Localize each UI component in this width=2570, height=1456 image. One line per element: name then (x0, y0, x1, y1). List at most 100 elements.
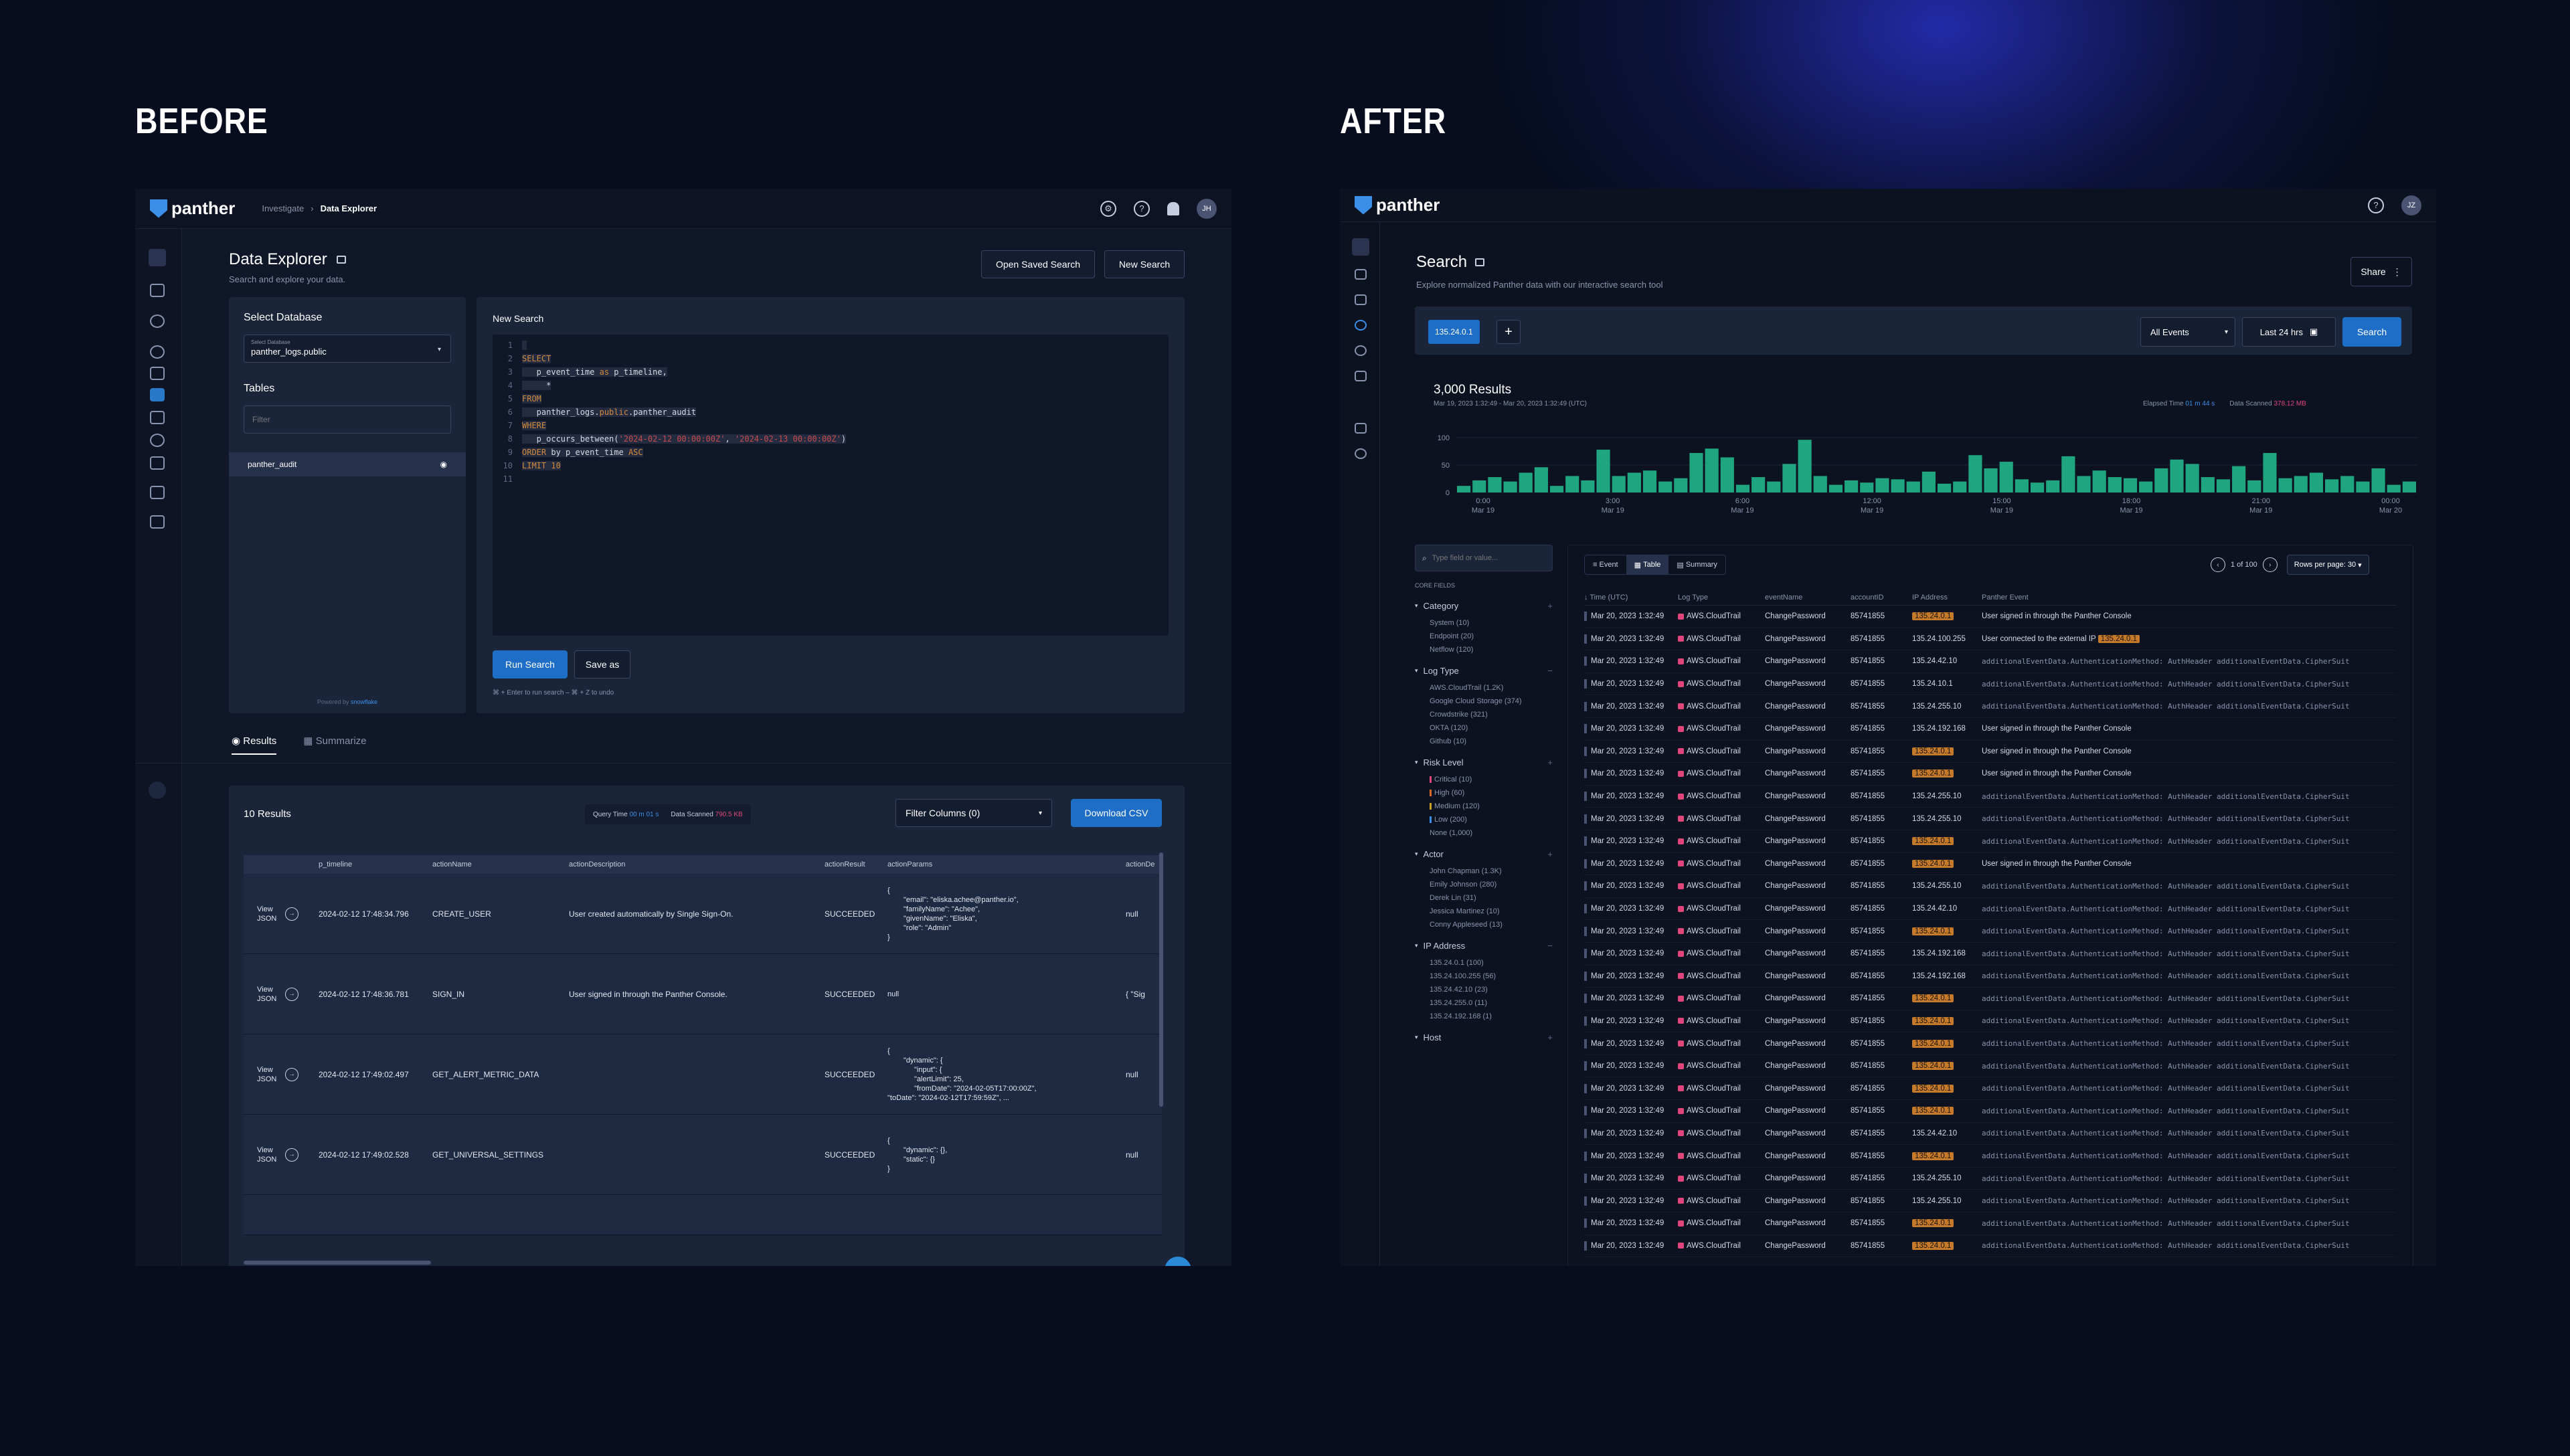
column-header[interactable]: accountID (1851, 593, 1884, 602)
histogram-bar[interactable] (2108, 477, 2122, 492)
histogram-bar[interactable] (2170, 459, 2184, 492)
facet-item[interactable]: Medium (120) (1430, 802, 1553, 810)
histogram-bar[interactable] (1828, 484, 1843, 492)
histogram-bar[interactable] (1472, 480, 1486, 492)
histogram-bar[interactable] (1720, 457, 1734, 492)
histogram-bar[interactable] (2046, 480, 2060, 492)
tab-summarize[interactable]: ▦ Summarize (303, 735, 367, 747)
column-header[interactable]: Panther Event (1982, 593, 2029, 602)
tab-summary[interactable]: ▤ Summary (1677, 561, 1717, 569)
view-json-button[interactable]: View JSON → (244, 985, 319, 1004)
info-icon[interactable] (1475, 258, 1485, 266)
collapse-icon[interactable] (149, 249, 166, 266)
histogram-bar[interactable] (2092, 470, 2106, 492)
table-row[interactable]: Mar 20, 2023 1:32:49 AWS.CloudTrail Change… (1584, 1235, 2397, 1258)
view-json-button[interactable]: View JSON → (244, 905, 319, 923)
metrics-icon[interactable] (1355, 423, 1367, 434)
open-saved-search-button[interactable]: Open Saved Search (981, 250, 1095, 278)
download-csv-button[interactable]: Download CSV (1071, 799, 1162, 827)
histogram-bar[interactable] (1984, 468, 1998, 492)
table-row[interactable]: Mar 20, 2023 1:32:49 AWS.CloudTrail Change… (1584, 1190, 2397, 1213)
vertical-scrollbar[interactable] (1159, 852, 1163, 1107)
histogram-bar[interactable] (2309, 472, 2324, 492)
tab-table[interactable]: ▦ Table (1626, 555, 1669, 574)
tab-results[interactable]: ◉ Results (232, 735, 277, 755)
facet-header[interactable]: ▾ Host + (1415, 1032, 1553, 1042)
table-row[interactable]: View JSON → 2024-02-12 17:49:02.497 GET_ALE… (244, 1034, 1162, 1115)
history-icon[interactable] (150, 434, 165, 447)
histogram-bar[interactable] (1798, 440, 1812, 492)
facet-item[interactable]: Crowdstrike (321) (1430, 711, 1488, 719)
column-header[interactable]: eventName (1765, 593, 1803, 602)
facet-header[interactable]: ▾ Log Type − (1415, 666, 1553, 676)
list-icon[interactable] (150, 367, 165, 380)
media-icon[interactable] (150, 486, 165, 499)
field-search-input[interactable] (1432, 554, 1539, 562)
alert-icon[interactable] (1355, 294, 1367, 305)
facet-item[interactable]: 135.24.0.1 (100) (1430, 959, 1484, 967)
calendar-icon[interactable] (150, 411, 165, 424)
facet-item[interactable]: Jessica Martinez (10) (1430, 907, 1500, 915)
query-chip[interactable]: 135.24.0.1 (1428, 320, 1480, 344)
histogram-bar[interactable] (1674, 478, 1688, 492)
histogram-bar[interactable] (1860, 482, 1874, 492)
table-row[interactable]: Mar 20, 2023 1:32:49 AWS.CloudTrail Change… (1584, 741, 2397, 763)
histogram-bar[interactable] (1767, 481, 1781, 492)
avatar[interactable]: JZ (2401, 195, 2421, 215)
histogram-bar[interactable] (1503, 481, 1517, 492)
facet-item[interactable]: Conny Appleseed (13) (1430, 921, 1503, 929)
histogram-bar[interactable] (2216, 479, 2231, 492)
histogram-bar[interactable] (1813, 476, 1827, 492)
table-row[interactable]: Mar 20, 2023 1:32:49 AWS.CloudTrail Change… (1584, 853, 2397, 876)
histogram-bar[interactable] (1642, 470, 1657, 492)
histogram-bar[interactable] (1658, 481, 1673, 492)
facet-item[interactable]: AWS.CloudTrail (1.2K) (1430, 684, 1504, 692)
histogram-bar[interactable] (2077, 476, 2091, 492)
facet-header[interactable]: ▾ IP Address − (1415, 941, 1553, 951)
table-row[interactable]: Mar 20, 2023 1:32:49 AWS.CloudTrail Change… (1584, 830, 2397, 853)
sql-editor[interactable]: 1 2 3 4 5 6 7 8 9 10 11 SELECT p_event_t… (493, 335, 1169, 636)
table-row[interactable]: Mar 20, 2023 1:32:49 AWS.CloudTrail Change… (1584, 1100, 2397, 1123)
facet-item[interactable]: None (1,000) (1430, 829, 1473, 837)
histogram-bar[interactable] (2325, 479, 2339, 492)
column-header[interactable]: IP Address (1912, 593, 1948, 602)
histogram-bar[interactable] (1938, 483, 1952, 492)
table-row[interactable]: Mar 20, 2023 1:32:49 AWS.CloudTrail Change… (1584, 628, 2397, 651)
add-filter-button[interactable]: + (1496, 320, 1521, 344)
facet-item[interactable]: Critical (10) (1430, 776, 1553, 784)
column-header[interactable]: actionDescription (569, 860, 626, 869)
minus-icon[interactable]: − (1547, 941, 1553, 951)
breadcrumb-investigate[interactable]: Investigate (262, 203, 305, 213)
facet-item[interactable]: Google Cloud Storage (374) (1430, 697, 1522, 705)
histogram-bar[interactable] (2154, 468, 2168, 492)
facet-header[interactable]: ▾ Risk Level + (1415, 757, 1553, 767)
table-row[interactable] (244, 1195, 1162, 1235)
table-filter-input[interactable] (244, 405, 451, 434)
time-range-select[interactable]: Last 24 hrs ▣ (2242, 317, 2336, 347)
histogram-bar[interactable] (2247, 480, 2261, 492)
table-row[interactable]: Mar 20, 2023 1:32:49 AWS.CloudTrail Change… (1584, 673, 2397, 696)
bolt-icon[interactable] (1352, 238, 1369, 256)
histogram-bar[interactable] (2402, 481, 2416, 492)
facet-item[interactable]: Github (10) (1430, 737, 1467, 745)
table-row[interactable]: Mar 20, 2023 1:32:49 AWS.CloudTrail Change… (1584, 1212, 2397, 1235)
histogram-bar[interactable] (1906, 481, 1920, 492)
gear-icon[interactable] (1355, 448, 1367, 459)
table-row[interactable]: Mar 20, 2023 1:32:49 AWS.CloudTrail Change… (1584, 875, 2397, 898)
grid-icon[interactable] (150, 515, 165, 529)
gear-icon[interactable]: ⚙ (1100, 200, 1116, 217)
histogram-bar[interactable] (1581, 480, 1595, 492)
table-row[interactable]: Mar 20, 2023 1:32:49 AWS.CloudTrail Change… (1584, 1145, 2397, 1168)
table-row[interactable]: Mar 20, 2023 1:32:49 AWS.CloudTrail Change… (1584, 606, 2397, 628)
histogram-bar[interactable] (1519, 472, 1533, 492)
table-row[interactable]: Mar 20, 2023 1:32:49 AWS.CloudTrail Change… (1584, 920, 2397, 943)
histogram-bar[interactable] (1596, 450, 1610, 492)
view-json-button[interactable]: View JSON → (244, 1065, 319, 1084)
histogram-bar[interactable] (1999, 462, 2013, 492)
histogram-bar[interactable] (2263, 452, 2277, 492)
facet-item[interactable]: OKTA (120) (1430, 724, 1468, 732)
histogram-bar[interactable] (1782, 464, 1796, 492)
histogram-bar[interactable] (2294, 476, 2308, 492)
table-row[interactable]: Mar 20, 2023 1:32:49 AWS.CloudTrail Change… (1584, 786, 2397, 808)
chat-icon[interactable] (1165, 1257, 1191, 1266)
